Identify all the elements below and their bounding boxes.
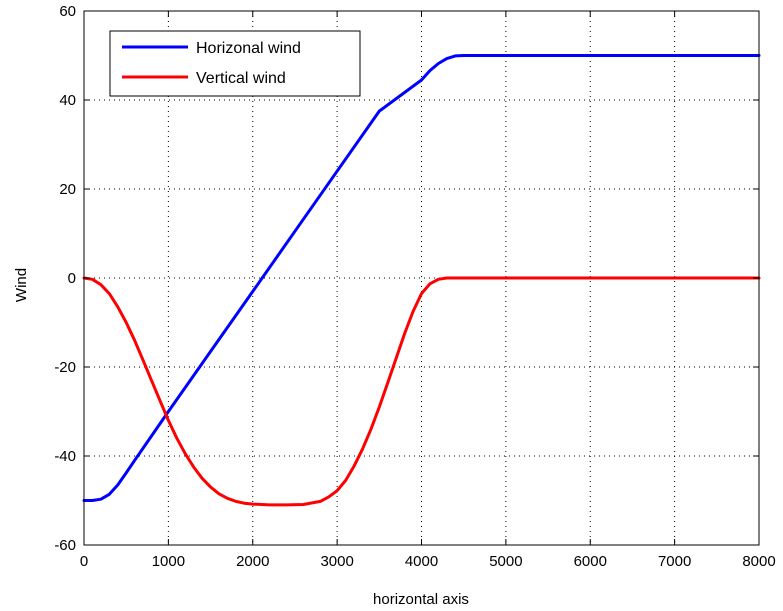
x-tick-label: 8000 bbox=[742, 553, 775, 570]
y-tick-labels: -60 -40 -20 0 20 40 60 bbox=[54, 3, 76, 554]
x-tick-labels: 0 1000 2000 3000 4000 5000 6000 7000 8000 bbox=[80, 553, 776, 570]
x-tick-label: 1000 bbox=[152, 553, 185, 570]
series-line-vertical-wind bbox=[82, 276, 761, 507]
y-tick-label: -60 bbox=[54, 537, 76, 554]
series-lines bbox=[82, 54, 761, 507]
legend-label-horizonal-wind: Horizonal wind bbox=[196, 40, 301, 57]
grid-lines bbox=[84, 11, 759, 545]
x-tick-label: 3000 bbox=[320, 553, 353, 570]
y-tick-label: 40 bbox=[59, 92, 76, 109]
x-tick-label: 7000 bbox=[658, 553, 691, 570]
legend-label-vertical-wind: Vertical wind bbox=[196, 70, 286, 87]
y-tick-label: -20 bbox=[54, 359, 76, 376]
tick-marks bbox=[83, 10, 760, 546]
series-line-horizonal-wind bbox=[82, 54, 761, 502]
y-axis-label: Wind bbox=[13, 268, 30, 302]
y-tick-label: 20 bbox=[59, 181, 76, 198]
y-tick-label: 0 bbox=[68, 270, 76, 287]
legend-box bbox=[109, 30, 361, 97]
legend: Horizonal wind Vertical wind bbox=[109, 30, 361, 97]
x-axis-label: horizontal axis bbox=[373, 591, 469, 608]
x-tick-label: 4000 bbox=[405, 553, 438, 570]
y-tick-label: 60 bbox=[59, 3, 76, 20]
x-tick-label: 0 bbox=[80, 553, 88, 570]
y-tick-label: -40 bbox=[54, 448, 76, 465]
x-tick-label: 5000 bbox=[489, 553, 522, 570]
x-tick-label: 6000 bbox=[574, 553, 607, 570]
x-tick-label: 2000 bbox=[236, 553, 269, 570]
